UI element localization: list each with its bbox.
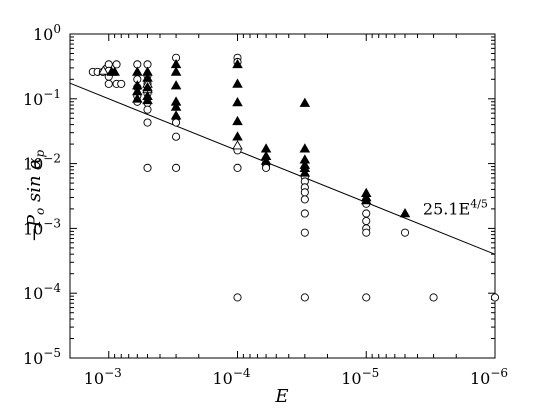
fit-line-group: [69, 82, 496, 255]
open-circle-marker: [300, 293, 309, 302]
open-circle-marker: [172, 132, 181, 141]
filled-triangle-marker: [109, 66, 120, 76]
filled-triangle-marker: [232, 131, 243, 141]
y-tick-label: 10−4: [23, 281, 61, 303]
filled-triangle-marker: [170, 66, 182, 76]
filled-triangle-marker: [232, 115, 243, 126]
fit-line-label: 25.1E4/5: [423, 197, 488, 218]
x-tick-label: 10−4: [212, 366, 250, 388]
open-circle-marker: [300, 228, 309, 237]
open-circle-marker: [300, 209, 309, 218]
open-circle-marker: [117, 79, 126, 88]
x-tick-label: 10−5: [341, 366, 379, 388]
open-circle-marker: [362, 216, 371, 226]
filled-triangle-marker: [232, 96, 243, 107]
open-circle-marker: [429, 293, 438, 302]
open-circle-marker: [172, 163, 181, 172]
filled-triangle-marker: [132, 93, 143, 103]
open-circle-marker: [172, 118, 181, 127]
open-triangle-marker: [98, 65, 109, 75]
filled-triangle-marker: [132, 66, 143, 76]
x-axis-label: E: [274, 386, 288, 407]
open-circle-marker: [112, 60, 121, 69]
filled-triangle-marker: [142, 94, 153, 105]
open-circle-marker: [490, 293, 500, 302]
open-circle-marker: [143, 105, 152, 114]
open-circle-marker: [143, 163, 152, 172]
filled-triangle-marker: [299, 167, 311, 177]
open-circle-marker: [104, 79, 113, 88]
fit-line: [69, 82, 496, 255]
y-tick-label: 100: [33, 22, 61, 44]
open-circle-marker: [400, 228, 410, 237]
y-tick-label: 10−1: [23, 87, 61, 109]
y-axis-label: −Po sin αp: [24, 150, 47, 243]
open-circle-marker: [143, 118, 152, 127]
filled-triangle-marker: [232, 78, 243, 88]
open-circle-marker: [262, 163, 271, 172]
filled-triangle-marker: [260, 155, 272, 165]
open-circle-marker: [233, 163, 242, 172]
y-tick-label: 10−5: [23, 346, 61, 368]
filled-triangle-marker: [399, 208, 411, 218]
open-circle-marker: [300, 195, 309, 204]
data-markers: [88, 53, 500, 302]
open-circle-marker: [362, 209, 371, 218]
x-tick-label: 10−3: [84, 366, 122, 388]
filled-triangle-marker: [360, 195, 372, 205]
open-circle-marker: [233, 293, 242, 302]
x-tick-label: 10−6: [470, 366, 508, 388]
plot-frame: [69, 33, 496, 359]
filled-triangle-marker: [170, 80, 182, 90]
filled-triangle-marker: [299, 97, 311, 107]
open-circle-marker: [362, 228, 371, 237]
filled-triangle-marker: [232, 58, 243, 69]
filled-triangle-marker: [142, 72, 153, 82]
filled-triangle-marker: [170, 110, 182, 120]
axis-ticks: [69, 33, 496, 359]
filled-triangle-marker: [299, 143, 311, 153]
open-circle-marker: [300, 188, 309, 197]
open-triangle-marker: [232, 140, 243, 150]
open-circle-marker: [362, 293, 371, 302]
